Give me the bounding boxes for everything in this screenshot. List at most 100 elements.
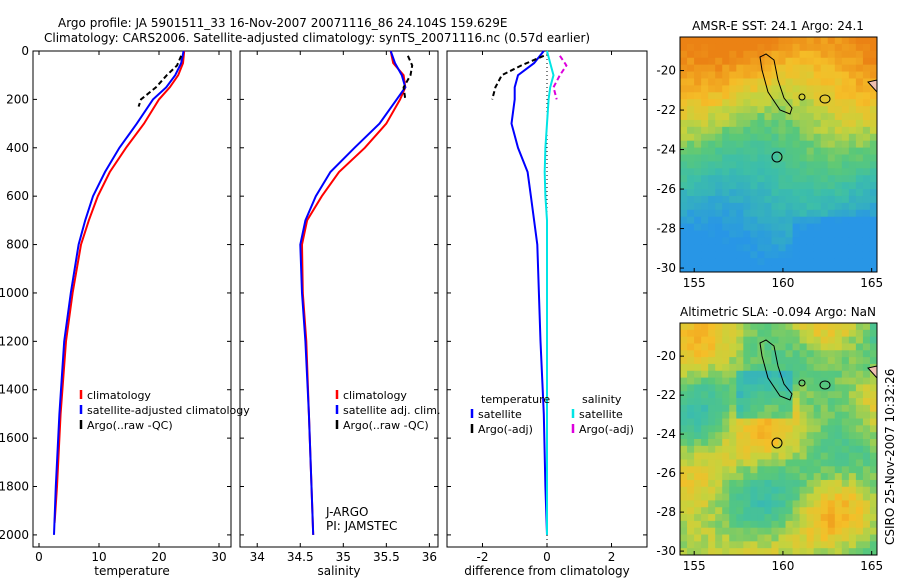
map-cell xyxy=(757,329,765,338)
map-cell xyxy=(848,548,857,556)
map-cell xyxy=(778,64,786,72)
map-cell xyxy=(736,473,744,481)
map-cell xyxy=(848,237,857,245)
map-cell xyxy=(708,71,716,79)
map-cell xyxy=(729,439,737,447)
map-frame xyxy=(679,36,878,273)
map-cell xyxy=(785,548,793,556)
map-cell xyxy=(687,64,695,72)
map-cell xyxy=(743,258,751,266)
map-cell xyxy=(771,119,779,128)
map-cell xyxy=(820,323,829,331)
map-cell xyxy=(841,445,850,454)
map-cell xyxy=(743,432,751,440)
map-cell xyxy=(729,175,737,183)
map-cell xyxy=(750,336,758,344)
map-cell xyxy=(750,265,758,273)
map-cell xyxy=(701,106,709,114)
map-cell xyxy=(792,411,801,419)
map-cell xyxy=(855,189,864,197)
map-cell xyxy=(827,265,836,273)
map-cell xyxy=(848,384,857,392)
map-cell xyxy=(701,119,709,128)
map-cell xyxy=(757,237,765,245)
map-cell xyxy=(743,479,751,488)
map-cell xyxy=(792,534,801,542)
map-cell xyxy=(743,500,751,508)
map-cell xyxy=(827,216,836,225)
map-cell xyxy=(764,507,772,515)
map-cell xyxy=(736,64,744,72)
salinity-series-argo-raw-qc- xyxy=(402,55,414,100)
map-cell xyxy=(680,384,688,392)
map-cell xyxy=(806,418,815,426)
temperature-legend-label: climatology xyxy=(87,389,151,402)
map-cell xyxy=(820,216,829,225)
map-cell xyxy=(820,384,829,392)
header-line1: Argo profile: JA 5901511_33 16-Nov-2007 … xyxy=(58,16,508,30)
map-cell xyxy=(736,50,744,59)
map-cell xyxy=(729,258,737,266)
map-cell xyxy=(750,452,758,460)
map-cell xyxy=(806,71,815,79)
map-cell xyxy=(848,520,857,529)
map-cell xyxy=(862,85,871,93)
map-cell xyxy=(722,71,730,79)
map-cell xyxy=(722,113,730,121)
map-cell xyxy=(855,527,864,535)
salinity-legend-label: satellite adj. clim. xyxy=(343,404,440,417)
map-cell xyxy=(687,384,695,392)
map-cell xyxy=(701,85,709,93)
map-cell xyxy=(799,404,808,413)
map-cell xyxy=(792,237,801,245)
map-sla-title: Altimetric SLA: -0.094 Argo: NaN xyxy=(680,305,876,319)
map-cell xyxy=(729,50,737,59)
map-cell xyxy=(827,432,836,440)
map-cell xyxy=(792,432,801,440)
map-cell xyxy=(827,78,836,86)
map-cell xyxy=(722,363,730,372)
map-cell xyxy=(680,336,688,344)
map-cell xyxy=(729,64,737,72)
map-cell xyxy=(701,258,709,266)
map-cell xyxy=(862,336,871,344)
map-cell xyxy=(715,237,723,245)
map-cell xyxy=(813,195,822,204)
temperature-xtick-label: 20 xyxy=(151,550,166,564)
map-cell xyxy=(757,92,765,100)
map-cell xyxy=(736,391,744,399)
map-cell xyxy=(792,189,801,197)
map-cell xyxy=(813,168,822,176)
map-cell xyxy=(771,329,779,338)
map-cell xyxy=(855,126,864,135)
map-cell xyxy=(729,432,737,440)
map-cell xyxy=(680,195,688,204)
map-cell xyxy=(827,459,836,467)
map-cell xyxy=(834,479,843,488)
map-cell xyxy=(694,71,702,79)
map-cell xyxy=(855,343,864,351)
map-cell xyxy=(785,534,793,542)
map-cell xyxy=(708,336,716,344)
map-cell xyxy=(708,113,716,121)
map-cell xyxy=(799,154,808,162)
map-cell xyxy=(827,398,836,406)
map-cell xyxy=(855,377,864,385)
map-cell xyxy=(715,384,723,392)
map-cell xyxy=(806,265,815,273)
map-cell xyxy=(757,37,765,45)
map-cell xyxy=(743,493,751,501)
map-cell xyxy=(708,493,716,501)
map-cell xyxy=(813,237,822,245)
map-cell xyxy=(799,370,808,378)
map-cell xyxy=(729,479,737,488)
map-cell xyxy=(827,500,836,508)
map-cell xyxy=(813,265,822,273)
map-cell xyxy=(736,541,744,549)
map-cell xyxy=(778,189,786,197)
map-cell xyxy=(701,237,709,245)
map-cell xyxy=(834,43,843,52)
map-cell xyxy=(862,398,871,406)
map-cell xyxy=(841,377,850,385)
temperature-ytick-label: 2000 xyxy=(0,528,29,542)
